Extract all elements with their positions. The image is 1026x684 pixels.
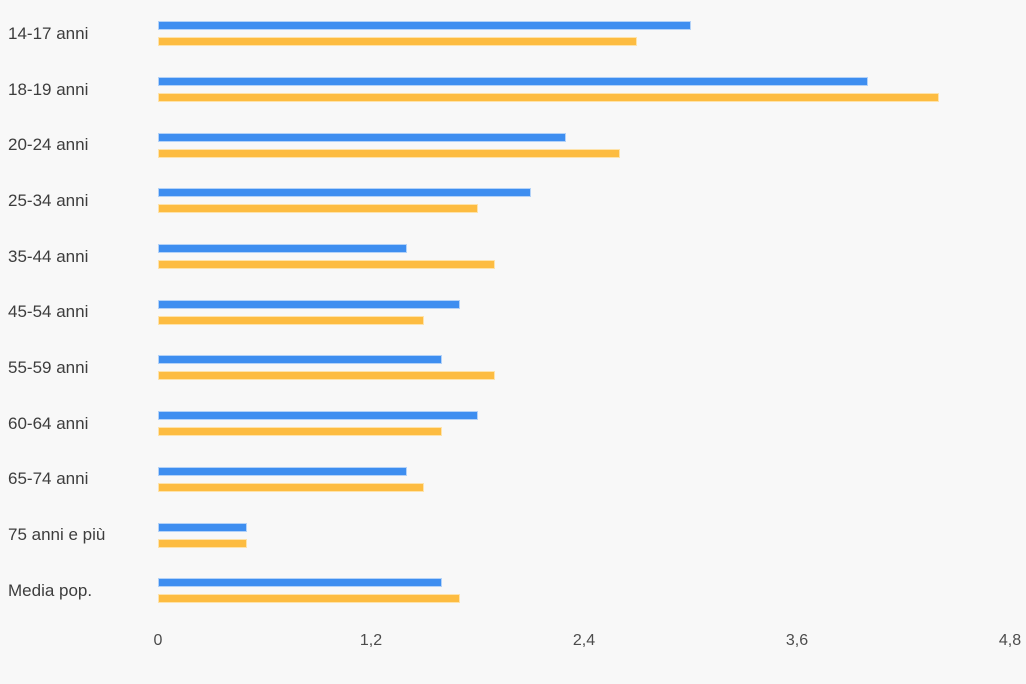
x-axis: 0 1,2 2,4 3,6 4,8 [154, 627, 1022, 667]
bar-series-blue [158, 355, 442, 365]
bar-series-orange [158, 594, 460, 604]
chart-rows: 14-17 anni 18-19 anni 20-24 anni 25-34 anni… [0, 6, 1026, 619]
category-label: 18-19 anni [8, 79, 89, 99]
bar-group [158, 21, 1010, 47]
chart-row: 18-19 anni [0, 62, 1026, 118]
x-tick-label: 1,2 [359, 631, 383, 649]
chart-row: Media pop. [0, 563, 1026, 619]
bar-group [158, 578, 1010, 604]
bar-series-orange [158, 37, 638, 47]
bar-series-blue [158, 578, 442, 588]
category-label: 25-34 anni [8, 190, 89, 210]
chart-row: 25-34 anni [0, 173, 1026, 229]
bar-series-orange [158, 427, 442, 437]
chart-row: 75 anni e più [0, 507, 1026, 563]
chart-row: 65-74 anni [0, 452, 1026, 508]
bar-series-orange [158, 204, 478, 214]
bar-group [158, 244, 1010, 270]
bar-series-orange [158, 315, 425, 325]
x-tick-label: 2,4 [572, 631, 596, 649]
category-label: 35-44 anni [8, 246, 89, 266]
bar-series-orange [158, 538, 247, 548]
bar-series-orange [158, 371, 496, 381]
bar-series-blue [158, 21, 691, 31]
bar-group [158, 411, 1010, 437]
bar-group [158, 466, 1010, 492]
chart-row: 14-17 anni [0, 6, 1026, 62]
category-label: 45-54 anni [8, 302, 89, 322]
category-label: Media pop. [8, 580, 93, 600]
bar-series-orange [158, 93, 939, 103]
bar-series-orange [158, 482, 425, 492]
bar-series-blue [158, 244, 407, 254]
x-tick-label: 4,8 [998, 631, 1022, 649]
bar-group [158, 77, 1010, 103]
bar-series-blue [158, 77, 868, 87]
bar-group [158, 188, 1010, 214]
bar-series-orange [158, 260, 496, 270]
x-tick-label: 0 [153, 631, 163, 649]
bar-group [158, 132, 1010, 158]
chart-row: 55-59 anni [0, 340, 1026, 396]
bar-series-blue [158, 299, 460, 309]
bar-series-blue [158, 411, 478, 421]
chart-row: 35-44 anni [0, 229, 1026, 285]
category-label: 75 anni e più [8, 525, 106, 545]
category-label: 60-64 anni [8, 413, 89, 433]
category-label: 20-24 anni [8, 135, 89, 155]
x-tick-label: 3,6 [785, 631, 809, 649]
chart-row: 20-24 anni [0, 117, 1026, 173]
category-label: 55-59 anni [8, 357, 89, 377]
bar-series-blue [158, 132, 567, 142]
category-label: 14-17 anni [8, 23, 89, 43]
bar-series-blue [158, 466, 407, 476]
chart-row: 45-54 anni [0, 284, 1026, 340]
bar-group [158, 522, 1010, 548]
bar-group [158, 299, 1010, 325]
chart-row: 60-64 anni [0, 396, 1026, 452]
category-label: 65-74 anni [8, 469, 89, 489]
bar-series-orange [158, 148, 620, 158]
bar-series-blue [158, 188, 531, 198]
bar-group [158, 355, 1010, 381]
bar-series-blue [158, 522, 247, 532]
